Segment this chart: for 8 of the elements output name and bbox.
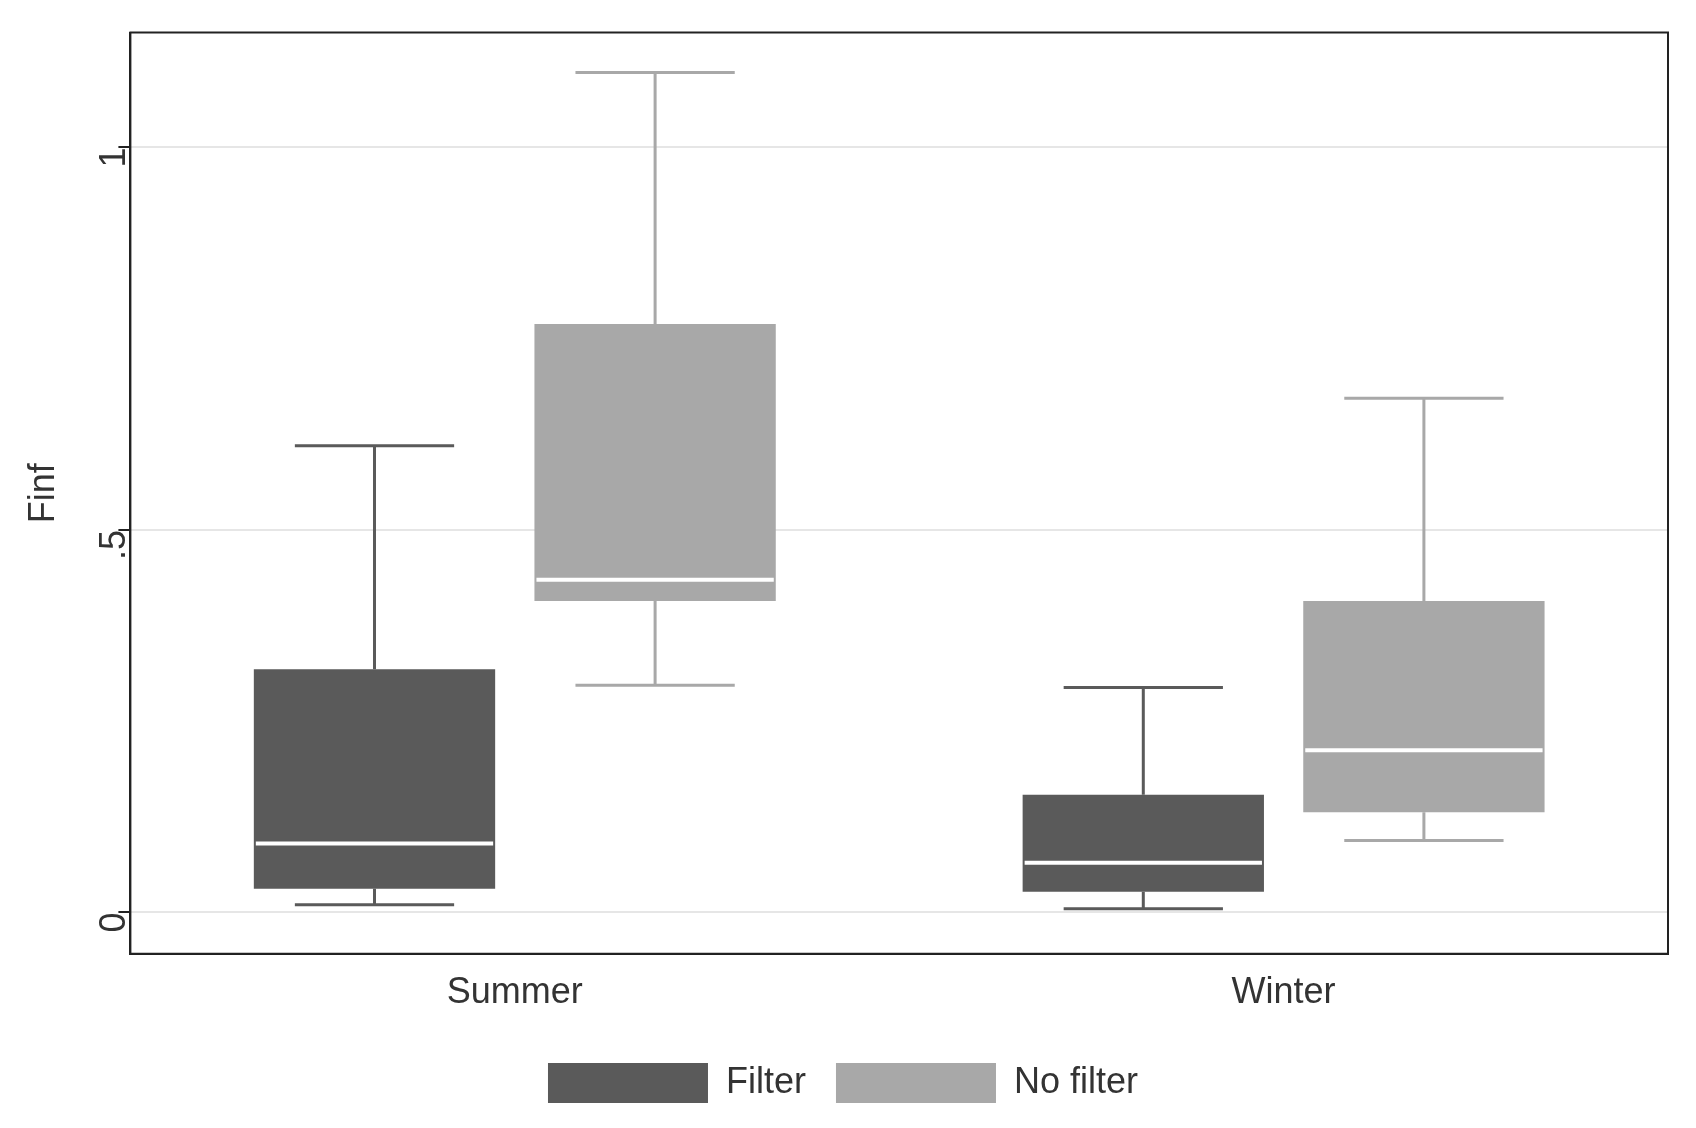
x-tick-label: Summer [446, 970, 583, 1012]
y-axis-title: Finf [20, 462, 62, 524]
x-tick-label: Winter [1231, 970, 1336, 1012]
legend-label: Filter [725, 1059, 806, 1101]
legend-label: No filter [1013, 1059, 1139, 1101]
y-tick-label: 0 [92, 912, 134, 933]
y-tick-label: 1 [92, 147, 134, 168]
y-tick-label: .5 [92, 529, 134, 560]
